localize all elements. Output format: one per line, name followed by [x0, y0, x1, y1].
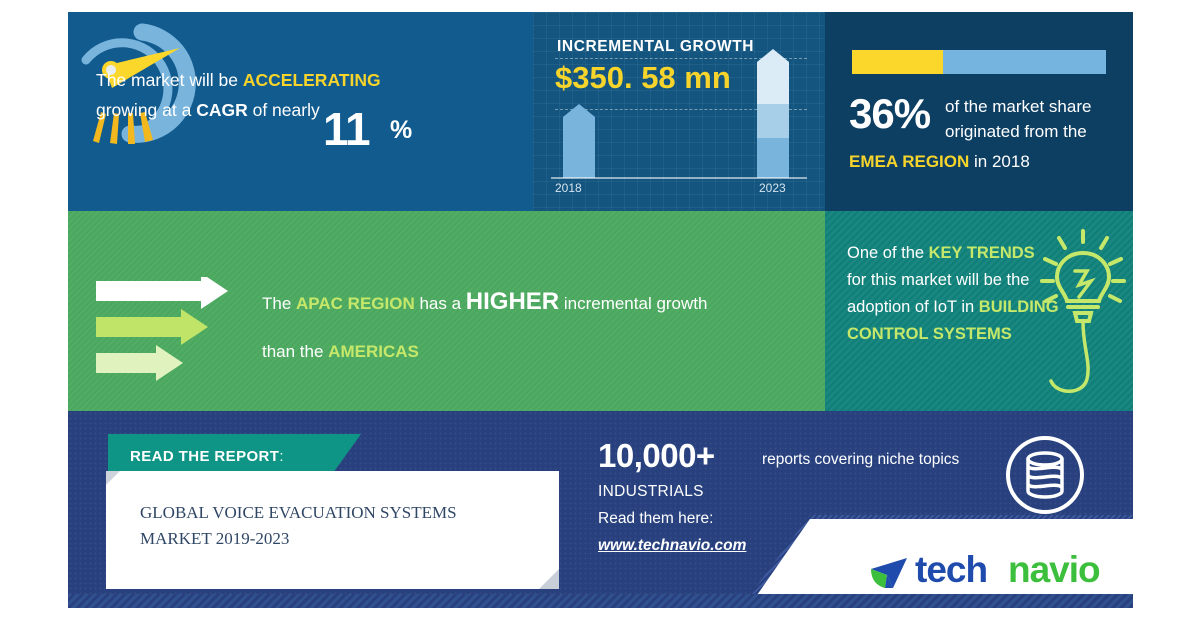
- read-them-here-label: Read them here:: [598, 510, 714, 527]
- growth-title: INCREMENTAL GROWTH: [557, 38, 755, 55]
- apac-line1-pre: The: [262, 294, 297, 313]
- apac-region: APAC REGION: [296, 294, 415, 313]
- incremental-growth-panel: INCREMENTAL GROWTH $350. 58 mn 2018 2023: [533, 12, 825, 211]
- market-share-bar-fill: [852, 50, 944, 74]
- technavio-arrow-logo-icon: [871, 558, 907, 588]
- reports-sector: INDUSTRIALS: [598, 483, 704, 500]
- cagr-line-2: growing at a CAGR of nearly: [96, 100, 320, 121]
- key-trends-panel: One of the KEY TRENDS for this market wi…: [825, 211, 1133, 411]
- growth-axis-line: [551, 177, 807, 179]
- reports-caption: reports covering niche topics: [762, 451, 960, 468]
- lightbulb-idea-icon: [1040, 229, 1126, 393]
- trend-line-2: for this market will be the: [847, 271, 1030, 289]
- growth-axis-label-2018: 2018: [555, 181, 582, 195]
- ribbon-label: READ THE REPORT:: [130, 448, 284, 465]
- cagr-panel: The market will be ACCELERATING growing …: [68, 12, 533, 211]
- footer-panel: READ THE REPORT: GLOBAL VOICE EVACUATION…: [68, 411, 1133, 608]
- cagr-line1-highlight: ACCELERATING: [242, 70, 381, 90]
- market-share-line-1: of the market share: [945, 97, 1092, 116]
- ribbon-label-text: READ THE REPORT: [130, 448, 280, 465]
- report-title-card[interactable]: GLOBAL VOICE EVACUATION SYSTEMS MARKET 2…: [106, 471, 559, 589]
- logo-text-tech: tech: [915, 549, 988, 590]
- trend-line-4: CONTROL SYSTEMS: [847, 325, 1012, 343]
- market-share-line-3: EMEA REGION in 2018: [849, 152, 1030, 172]
- ribbon-colon: :: [279, 448, 284, 465]
- growth-value: $350. 58 mn: [555, 60, 731, 95]
- dashed-guide-mid: [555, 109, 807, 110]
- trend-line1-pre: One of the: [847, 244, 929, 262]
- cagr-value: 11: [323, 103, 371, 155]
- footer-bottom-stripe: [68, 594, 1133, 608]
- trend-building: BUILDING: [978, 298, 1059, 316]
- apac-americas: AMERICAS: [328, 342, 419, 361]
- market-share-line-2: originated from the: [945, 122, 1087, 141]
- trend-line-1: One of the KEY TRENDS: [847, 244, 1035, 263]
- reports-count: 10,000+: [598, 437, 715, 474]
- market-share-year: in 2018: [969, 152, 1030, 171]
- cagr-line-1: The market will be ACCELERATING: [96, 70, 381, 91]
- apac-line1-post: incremental growth: [559, 294, 708, 313]
- apac-line1-mid: has a: [414, 294, 466, 313]
- apac-line-1: The APAC REGION has a HIGHER incremental…: [262, 288, 707, 316]
- apac-higher-word: HIGHER: [465, 288, 560, 315]
- database-stack-icon: [1006, 436, 1084, 514]
- report-title-line-1: GLOBAL VOICE EVACUATION SYSTEMS: [140, 503, 457, 522]
- card-fold-top-left: [106, 471, 120, 485]
- logo-text-navio: navio: [1008, 549, 1101, 590]
- apac-line2-pre: than the: [262, 342, 329, 361]
- report-title-line-2: MARKET 2019-2023: [140, 529, 290, 548]
- trend-keytrends: KEY TRENDS: [928, 244, 1035, 262]
- trend-line3-pre: adoption of IoT in: [847, 298, 979, 316]
- card-fold-bottom-right: [539, 569, 559, 589]
- cagr-line2-suffix: of nearly: [247, 100, 320, 120]
- texture-overlay: [68, 211, 825, 411]
- apac-panel: The APAC REGION has a HIGHER incremental…: [68, 211, 825, 411]
- three-arrows-icon: [96, 277, 228, 381]
- dashed-guide-top: [555, 58, 807, 59]
- market-share-region: EMEA REGION: [849, 152, 970, 171]
- infographic-canvas: The market will be ACCELERATING growing …: [68, 12, 1133, 608]
- logo-swoosh-background: [748, 519, 1133, 608]
- apac-line-2: than the AMERICAS: [262, 342, 419, 362]
- speedometer-gauge-icon: [81, 23, 196, 144]
- trend-line-3: adoption of IoT in BUILDING: [847, 298, 1059, 317]
- growth-axis-label-2023: 2023: [759, 181, 786, 195]
- cagr-line2-highlight: CAGR: [196, 100, 248, 120]
- cagr-line1-prefix: The market will be: [96, 70, 243, 90]
- bar-chart-arrows-icon: [563, 49, 789, 178]
- market-share-percent: 36%: [849, 90, 931, 137]
- cagr-percent-sign: %: [390, 116, 413, 144]
- cagr-line2-prefix: growing at a: [96, 100, 197, 120]
- market-share-panel: 36% of the market share originated from …: [825, 12, 1133, 211]
- market-share-bar-track: [852, 50, 1106, 74]
- technavio-url-link[interactable]: www.technavio.com: [598, 537, 747, 554]
